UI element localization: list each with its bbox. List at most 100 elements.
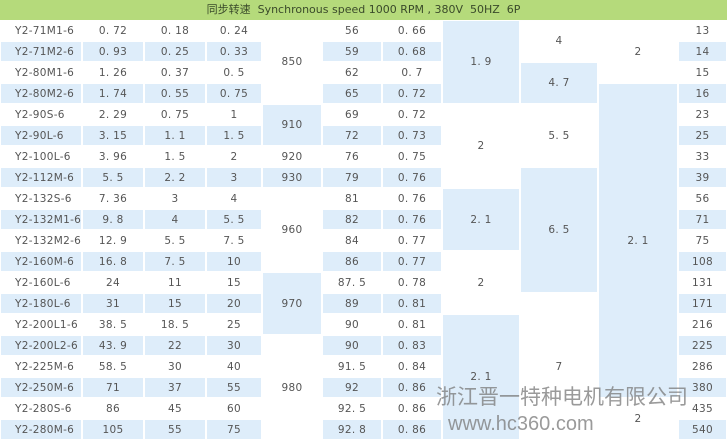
weight-cell: 15 xyxy=(678,62,727,83)
weight-cell: 23 xyxy=(678,104,727,125)
power-factor-cell: 0. 86 xyxy=(382,398,442,419)
value-cell: 9. 8 xyxy=(82,209,144,230)
efficiency-cell: 72 xyxy=(322,125,382,146)
table-row: Y2-112M-6 5. 5 2. 2 3 930 79 0. 76 6. 5 39 xyxy=(0,167,727,293)
value-cell: 31 xyxy=(82,293,144,314)
efficiency-cell: 59 xyxy=(322,41,382,62)
value-cell: 1. 74 xyxy=(82,83,144,104)
value-cell: 15 xyxy=(144,293,206,314)
value-cell: 43. 9 xyxy=(82,335,144,356)
model-cell: Y2-71M1-6 xyxy=(0,20,82,41)
efficiency-cell: 89 xyxy=(322,293,382,314)
c9-merged-cell: 5. 5 xyxy=(520,104,598,167)
value-cell: 10 xyxy=(206,251,262,272)
value-cell: 0. 75 xyxy=(206,83,262,104)
table-row: Y2-160M-6 16. 8 7. 5 10 86 0. 77 2 108 xyxy=(0,251,727,314)
weight-cell: 13 xyxy=(678,20,727,41)
value-cell: 5. 5 xyxy=(206,209,262,230)
c8-merged-cell: 2. 1 xyxy=(442,314,520,440)
power-factor-cell: 0. 76 xyxy=(382,167,442,188)
weight-cell: 216 xyxy=(678,314,727,335)
table-row: Y2-90S-6 2. 29 0. 75 1 910 69 0. 72 2 5. 5 23 xyxy=(0,104,727,188)
weight-cell: 225 xyxy=(678,335,727,356)
c9-merged-cell: 7 xyxy=(520,293,598,440)
power-factor-cell: 0. 76 xyxy=(382,188,442,209)
value-cell: 60 xyxy=(206,398,262,419)
value-cell: 55 xyxy=(144,419,206,440)
table-title-bar: 同步转速 Synchronous speed 1000 RPM , 380V 5… xyxy=(0,0,727,20)
power-factor-cell: 0. 77 xyxy=(382,251,442,272)
value-cell: 3. 15 xyxy=(82,125,144,146)
value-cell: 37 xyxy=(144,377,206,398)
efficiency-cell: 82 xyxy=(322,209,382,230)
power-factor-cell: 0. 72 xyxy=(382,104,442,125)
efficiency-cell: 86 xyxy=(322,251,382,272)
c9-merged-cell: 4 xyxy=(520,20,598,62)
value-cell: 2. 2 xyxy=(144,167,206,188)
table-row: Y2-280M-6 105 55 75 92. 8 0. 86 540 xyxy=(0,419,727,440)
model-cell: Y2-160L-6 xyxy=(0,272,82,293)
speed-merged-cell: 930 xyxy=(262,167,322,188)
c10-merged-cell: 2 xyxy=(598,398,678,440)
power-factor-cell: 0. 81 xyxy=(382,314,442,335)
efficiency-cell: 90 xyxy=(322,314,382,335)
efficiency-cell: 76 xyxy=(322,146,382,167)
weight-cell: 131 xyxy=(678,272,727,293)
table-row: Y2-160L-6 24 11 15 970 87. 5 0. 78 131 xyxy=(0,272,727,335)
table-row: Y2-180L-6 31 15 20 89 0. 81 7 171 xyxy=(0,293,727,440)
value-cell: 0. 25 xyxy=(144,41,206,62)
value-cell: 11 xyxy=(144,272,206,293)
model-cell: Y2-71M2-6 xyxy=(0,41,82,62)
model-cell: Y2-132S-6 xyxy=(0,188,82,209)
value-cell: 0. 18 xyxy=(144,20,206,41)
value-cell: 86 xyxy=(82,398,144,419)
model-cell: Y2-112M-6 xyxy=(0,167,82,188)
value-cell: 71 xyxy=(82,377,144,398)
weight-cell: 25 xyxy=(678,125,727,146)
c9-merged-cell: 6. 5 xyxy=(520,167,598,293)
power-factor-cell: 0. 77 xyxy=(382,230,442,251)
model-cell: Y2-160M-6 xyxy=(0,251,82,272)
efficiency-cell: 92. 8 xyxy=(322,419,382,440)
value-cell: 3 xyxy=(206,167,262,188)
power-factor-cell: 0. 86 xyxy=(382,377,442,398)
table-row: Y2-200L2-6 43. 9 22 30 980 90 0. 83 225 xyxy=(0,335,727,440)
value-cell: 7. 5 xyxy=(206,230,262,251)
value-cell: 1. 5 xyxy=(144,146,206,167)
weight-cell: 33 xyxy=(678,146,727,167)
speed-merged-cell: 980 xyxy=(262,335,322,440)
power-factor-cell: 0. 7 xyxy=(382,62,442,83)
model-cell: Y2-100L-6 xyxy=(0,146,82,167)
table-row: Y2-225M-6 58. 5 30 40 91. 5 0. 84 286 xyxy=(0,356,727,377)
weight-cell: 435 xyxy=(678,398,727,419)
value-cell: 5. 5 xyxy=(82,167,144,188)
model-cell: Y2-90L-6 xyxy=(0,125,82,146)
value-cell: 22 xyxy=(144,335,206,356)
model-cell: Y2-200L1-6 xyxy=(0,314,82,335)
c8-merged-cell: 1. 9 xyxy=(442,20,520,104)
table-row: Y2-71M2-6 0. 93 0. 25 0. 33 59 0. 68 14 xyxy=(0,41,727,62)
power-factor-cell: 0. 73 xyxy=(382,125,442,146)
value-cell: 0. 5 xyxy=(206,62,262,83)
value-cell: 0. 55 xyxy=(144,83,206,104)
table-row: Y2-132M1-6 9. 8 4 5. 5 82 0. 76 71 xyxy=(0,209,727,230)
efficiency-cell: 81 xyxy=(322,188,382,209)
weight-cell: 380 xyxy=(678,377,727,398)
weight-cell: 39 xyxy=(678,167,727,188)
speed-merged-cell: 920 xyxy=(262,146,322,167)
weight-cell: 16 xyxy=(678,83,727,104)
model-cell: Y2-132M1-6 xyxy=(0,209,82,230)
efficiency-cell: 62 xyxy=(322,62,382,83)
efficiency-cell: 90 xyxy=(322,335,382,356)
value-cell: 15 xyxy=(206,272,262,293)
value-cell: 0. 75 xyxy=(144,104,206,125)
table-row: Y2-132S-6 7. 36 3 4 960 81 0. 76 2. 1 56 xyxy=(0,188,727,272)
value-cell: 40 xyxy=(206,356,262,377)
table-row: Y2-100L-6 3. 96 1. 5 2 920 76 0. 75 33 xyxy=(0,146,727,167)
power-factor-cell: 0. 78 xyxy=(382,272,442,293)
model-cell: Y2-225M-6 xyxy=(0,356,82,377)
value-cell: 4 xyxy=(206,188,262,209)
model-cell: Y2-280S-6 xyxy=(0,398,82,419)
